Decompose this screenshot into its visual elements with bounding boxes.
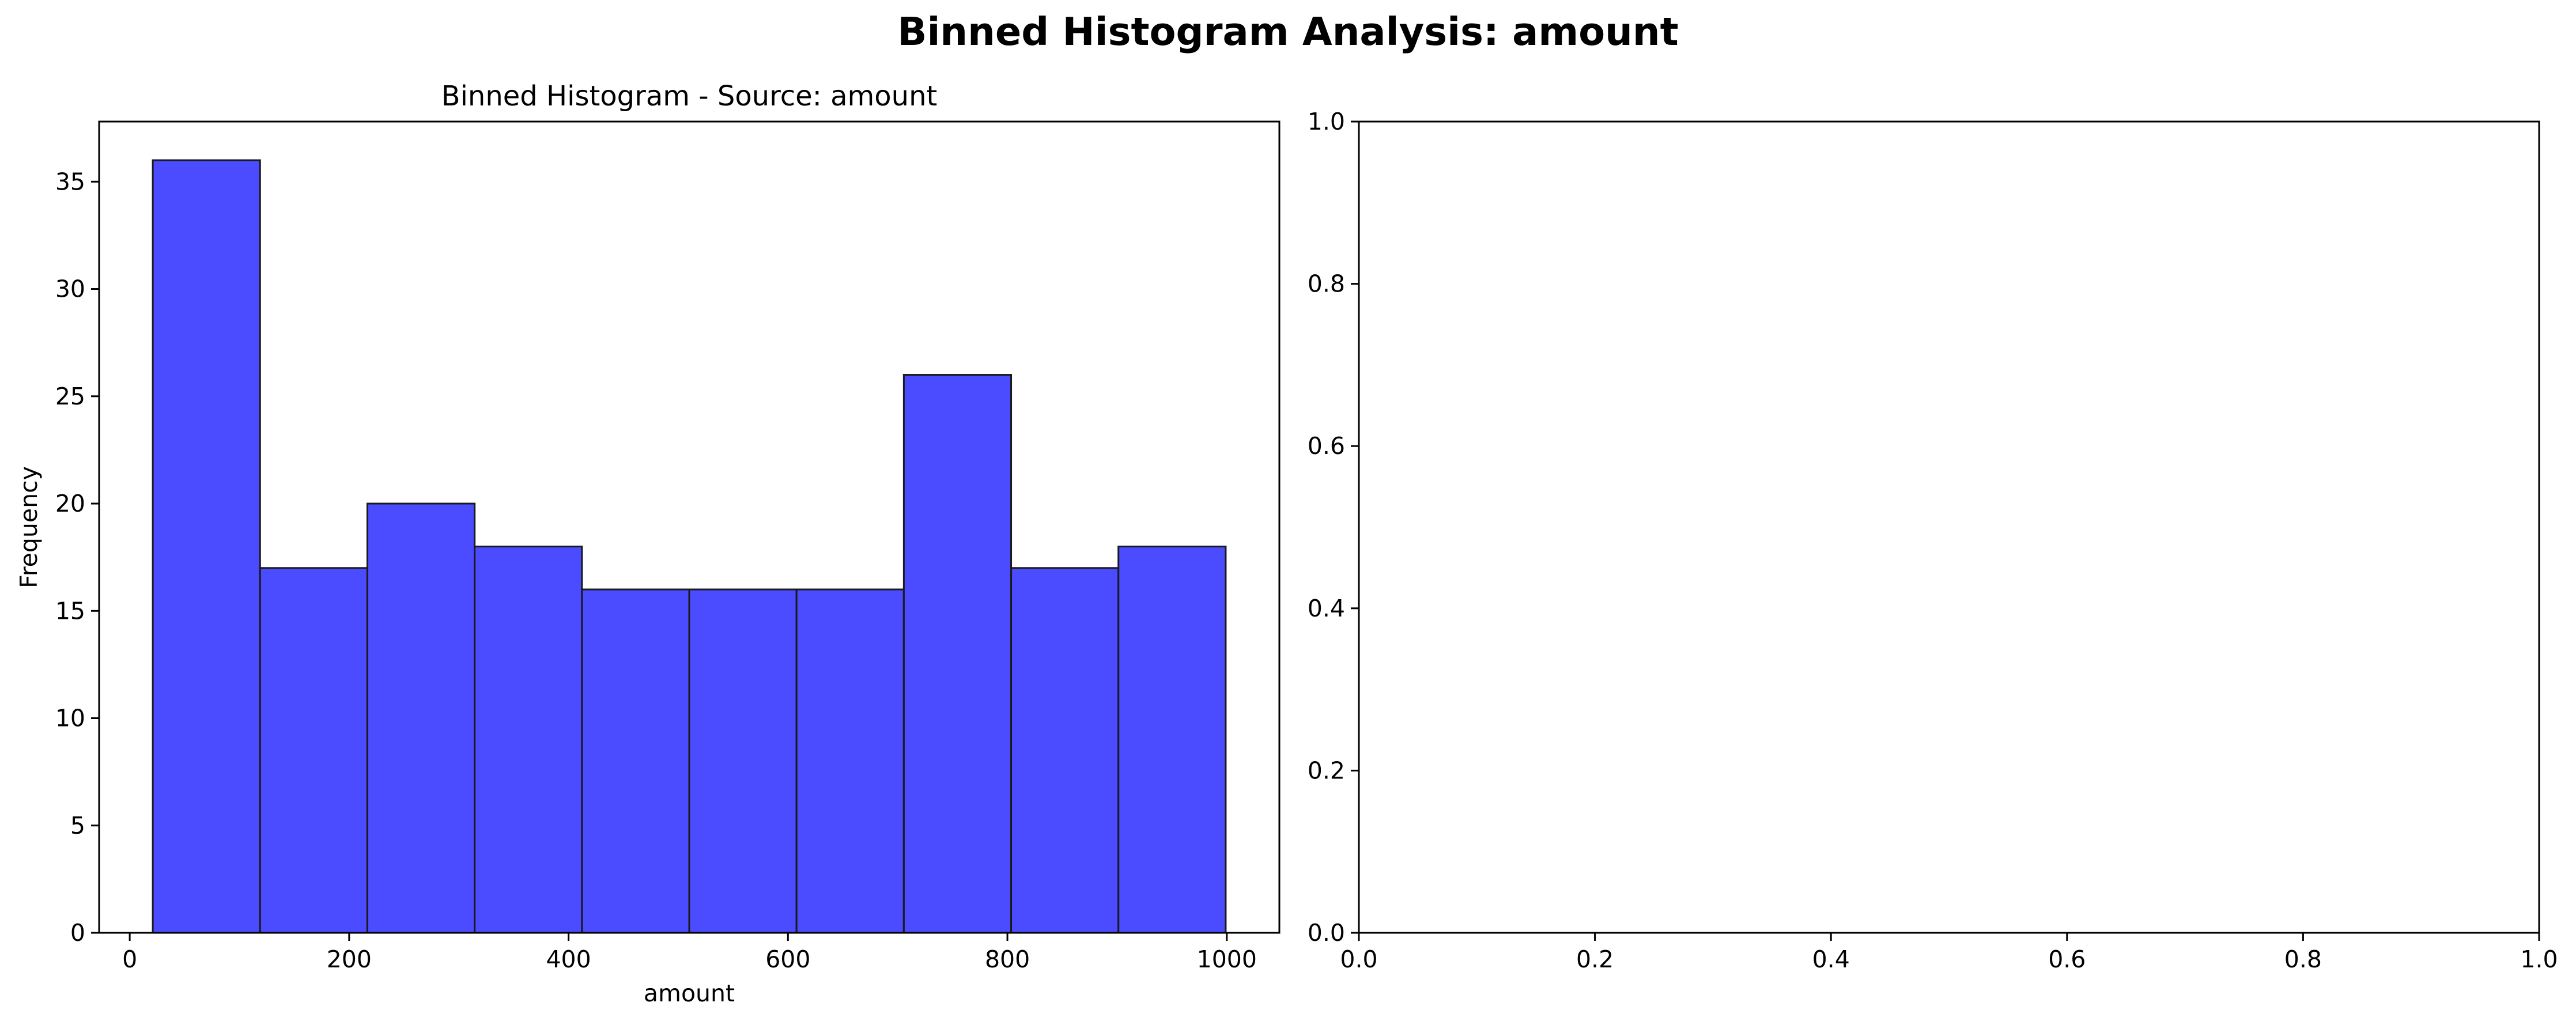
histogram-bar bbox=[902, 374, 1013, 934]
x-tick-label: 0.6 bbox=[2048, 945, 2086, 973]
x-tick-label: 0.0 bbox=[1340, 945, 1377, 973]
histogram-y-ticks: 0 5 10 15 20 25 30 35 bbox=[55, 168, 99, 947]
histogram-y-axis-label: Frequency bbox=[15, 466, 43, 588]
x-tick-label: 400 bbox=[546, 945, 591, 973]
histogram-bar bbox=[688, 588, 798, 934]
figure-title: Binned Histogram Analysis: amount bbox=[897, 9, 1678, 54]
y-tick-label: 10 bbox=[55, 705, 85, 732]
x-tick-label: 1000 bbox=[1197, 945, 1257, 973]
x-tick-label: 0 bbox=[122, 945, 137, 973]
y-tick-label: 35 bbox=[55, 168, 85, 195]
histogram-bar bbox=[152, 159, 261, 934]
x-tick-label: 600 bbox=[765, 945, 810, 973]
histogram-bar bbox=[1117, 546, 1227, 934]
y-tick-label: 30 bbox=[55, 275, 85, 303]
histogram-bar bbox=[366, 502, 476, 934]
y-tick-label: 0.4 bbox=[1308, 595, 1345, 622]
x-tick-label: 200 bbox=[327, 945, 372, 973]
x-tick-label: 0.2 bbox=[1576, 945, 1614, 973]
histogram-bar bbox=[581, 588, 690, 934]
y-tick-label: 0.0 bbox=[1308, 919, 1345, 947]
y-tick-label: 0.2 bbox=[1308, 757, 1345, 784]
y-tick-label: 25 bbox=[55, 383, 85, 410]
x-tick-label: 0.4 bbox=[1812, 945, 1850, 973]
y-tick-label: 20 bbox=[55, 490, 85, 517]
y-tick-label: 1.0 bbox=[1308, 108, 1345, 135]
empty-axes-frame bbox=[1358, 120, 2540, 934]
histogram-axes: Binned Histogram - Source: amount 0 200 40… bbox=[15, 80, 1281, 1007]
x-tick-label: 1.0 bbox=[2520, 945, 2558, 973]
empty-axes-y-ticks: 0.0 0.2 0.4 0.6 0.8 1.0 bbox=[1308, 108, 1359, 947]
y-tick-label: 0.8 bbox=[1308, 270, 1345, 298]
histogram-bar bbox=[795, 588, 905, 934]
histogram-bar bbox=[474, 546, 583, 934]
histogram-title: Binned Histogram - Source: amount bbox=[441, 80, 938, 112]
y-tick-label: 5 bbox=[70, 812, 85, 839]
x-tick-label: 0.8 bbox=[2284, 945, 2322, 973]
empty-axes: 0.0 0.2 0.4 0.6 0.8 1.0 0.0 0.2 0.4 0.6 0.8 1.0 bbox=[1308, 108, 2558, 973]
histogram-bars bbox=[152, 159, 1227, 934]
histogram-bar bbox=[1010, 567, 1120, 934]
histogram-bar bbox=[259, 567, 368, 934]
histogram-x-ticks: 0 200 400 600 800 1000 bbox=[122, 933, 1257, 973]
y-tick-label: 0 bbox=[70, 919, 85, 947]
y-tick-label: 15 bbox=[55, 597, 85, 625]
x-tick-label: 800 bbox=[985, 945, 1030, 973]
y-tick-label: 0.6 bbox=[1308, 432, 1345, 460]
histogram-x-axis-label: amount bbox=[644, 979, 735, 1007]
histogram-frame bbox=[98, 120, 1281, 934]
empty-axes-x-ticks: 0.0 0.2 0.4 0.6 0.8 1.0 bbox=[1340, 933, 2558, 973]
